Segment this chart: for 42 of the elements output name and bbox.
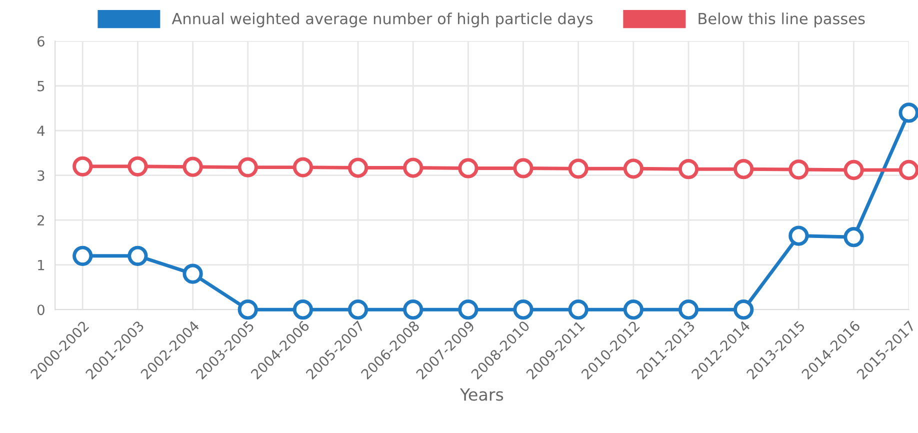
point [72, 246, 93, 266]
y-tick-label: 4 [37, 126, 45, 136]
point [898, 160, 918, 180]
point [292, 300, 314, 320]
y-tick-label: 5 [38, 81, 44, 92]
point [182, 264, 203, 284]
point [623, 158, 644, 179]
point [128, 156, 148, 176]
point [72, 156, 93, 176]
point [788, 159, 809, 180]
point [403, 300, 424, 320]
legend-label: Below this line passes [698, 12, 865, 28]
point [623, 300, 644, 320]
point [182, 156, 203, 177]
point [403, 158, 424, 178]
point [734, 159, 754, 180]
point [568, 300, 588, 320]
point [513, 300, 534, 320]
point [678, 300, 699, 320]
point [348, 158, 368, 178]
point [788, 226, 809, 246]
point [238, 300, 258, 320]
point [128, 246, 148, 266]
point [734, 300, 754, 320]
point [513, 158, 534, 178]
point [348, 300, 368, 320]
y-tick-label: 0 [37, 304, 44, 316]
y-tick-label: 2 [38, 215, 44, 226]
legend-label: Annual weighted average number of high particle days [172, 12, 593, 28]
y-tick-label: 3 [38, 170, 44, 181]
point [678, 159, 699, 180]
point [238, 157, 258, 178]
point [898, 102, 918, 123]
point [844, 227, 864, 248]
point [844, 160, 864, 180]
point [458, 158, 478, 178]
y-tick-label: 1 [38, 260, 44, 270]
point [458, 300, 478, 320]
x-axis-title: Years [460, 388, 504, 401]
point [292, 157, 314, 178]
point [568, 158, 588, 179]
y-tick-label: 6 [37, 36, 44, 47]
